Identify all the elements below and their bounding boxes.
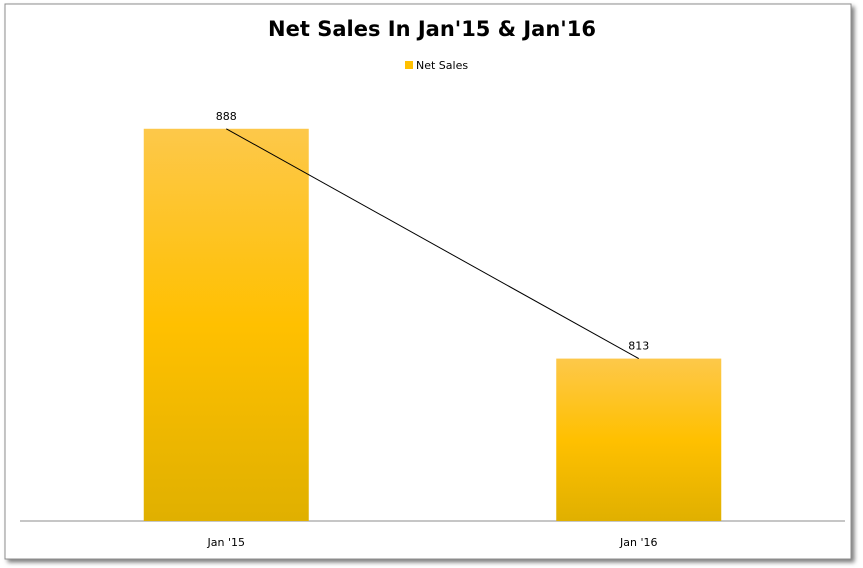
data-label: 888 xyxy=(216,110,237,123)
x-tick-label: Jan '15 xyxy=(207,536,245,549)
chart-frame xyxy=(4,3,852,560)
chart-title: Net Sales In Jan'15 & Jan'16 xyxy=(268,17,596,41)
data-label: 813 xyxy=(628,340,649,353)
bar xyxy=(556,358,722,521)
bar xyxy=(143,128,309,521)
connector-line xyxy=(226,128,639,360)
x-tick-label: Jan '16 xyxy=(619,536,657,549)
legend-swatch xyxy=(405,61,413,69)
legend-label: Net Sales xyxy=(416,59,468,72)
